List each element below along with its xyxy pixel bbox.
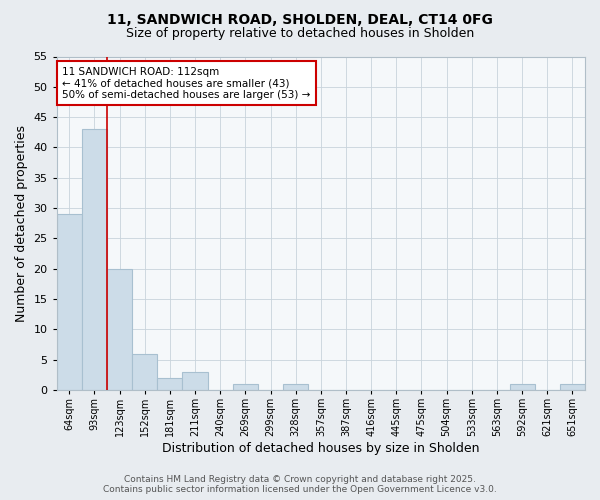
Bar <box>82 130 107 390</box>
Bar <box>283 384 308 390</box>
Text: 11, SANDWICH ROAD, SHOLDEN, DEAL, CT14 0FG: 11, SANDWICH ROAD, SHOLDEN, DEAL, CT14 0… <box>107 12 493 26</box>
Bar <box>233 384 258 390</box>
Bar <box>509 384 535 390</box>
Y-axis label: Number of detached properties: Number of detached properties <box>15 125 28 322</box>
Text: 11 SANDWICH ROAD: 112sqm
← 41% of detached houses are smaller (43)
50% of semi-d: 11 SANDWICH ROAD: 112sqm ← 41% of detach… <box>62 66 310 100</box>
X-axis label: Distribution of detached houses by size in Sholden: Distribution of detached houses by size … <box>162 442 479 455</box>
Text: Contains HM Land Registry data © Crown copyright and database right 2025.
Contai: Contains HM Land Registry data © Crown c… <box>103 474 497 494</box>
Bar <box>107 269 132 390</box>
Bar <box>560 384 585 390</box>
Text: Size of property relative to detached houses in Sholden: Size of property relative to detached ho… <box>126 28 474 40</box>
Bar <box>157 378 182 390</box>
Bar <box>57 214 82 390</box>
Bar <box>132 354 157 390</box>
Bar <box>182 372 208 390</box>
